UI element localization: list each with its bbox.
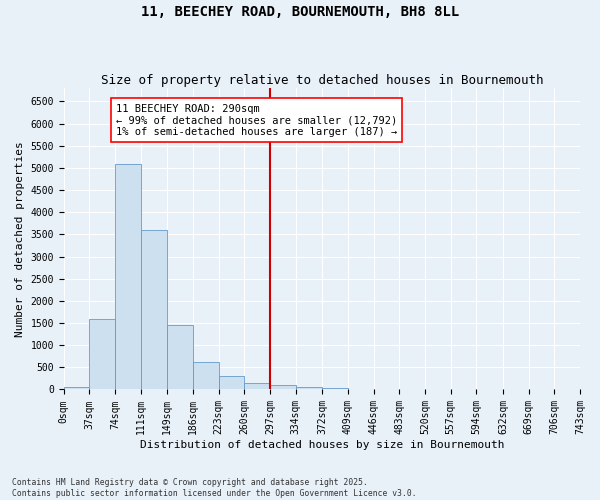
X-axis label: Distribution of detached houses by size in Bournemouth: Distribution of detached houses by size … xyxy=(140,440,504,450)
Bar xyxy=(193,362,219,390)
Bar xyxy=(64,387,89,390)
Text: 11 BEECHEY ROAD: 290sqm
← 99% of detached houses are smaller (12,792)
1% of semi: 11 BEECHEY ROAD: 290sqm ← 99% of detache… xyxy=(116,104,397,137)
Bar xyxy=(89,318,115,390)
Bar xyxy=(296,387,322,390)
Y-axis label: Number of detached properties: Number of detached properties xyxy=(15,141,25,336)
Text: Contains HM Land Registry data © Crown copyright and database right 2025.
Contai: Contains HM Land Registry data © Crown c… xyxy=(12,478,416,498)
Text: 11, BEECHEY ROAD, BOURNEMOUTH, BH8 8LL: 11, BEECHEY ROAD, BOURNEMOUTH, BH8 8LL xyxy=(141,5,459,19)
Bar xyxy=(115,164,141,390)
Bar xyxy=(219,376,244,390)
Bar xyxy=(270,385,296,390)
Bar xyxy=(322,388,348,390)
Bar xyxy=(141,230,167,390)
Title: Size of property relative to detached houses in Bournemouth: Size of property relative to detached ho… xyxy=(101,74,543,87)
Bar xyxy=(167,325,193,390)
Bar xyxy=(244,383,270,390)
